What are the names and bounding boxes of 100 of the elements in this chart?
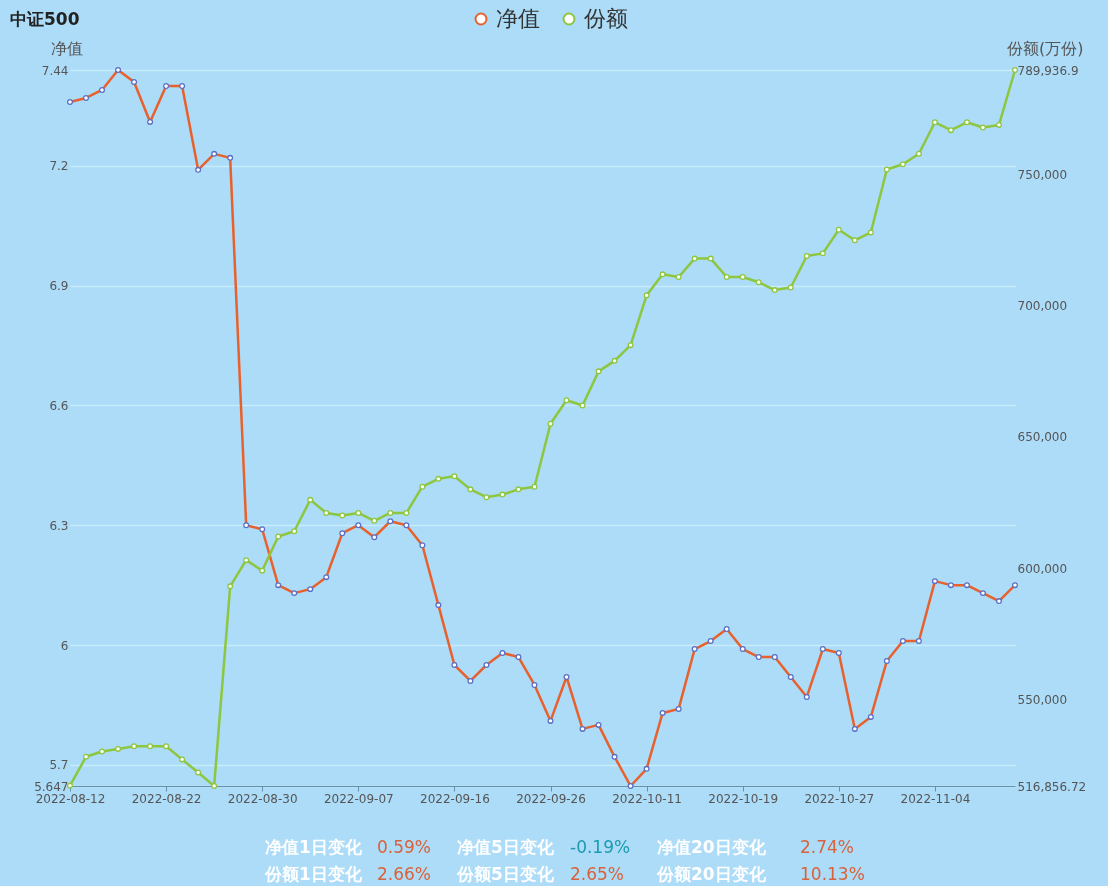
legend-label: 净值 <box>496 6 540 31</box>
point <box>723 273 730 280</box>
x-tick-label: 2022-08-22 <box>131 791 202 806</box>
point <box>195 769 202 776</box>
point <box>83 753 90 760</box>
x-tick-label: 2022-09-26 <box>516 791 586 806</box>
y2-tick-label: 550,000 <box>1017 692 1068 707</box>
y-tick-label: 5.7 <box>49 758 69 773</box>
point <box>819 250 826 257</box>
point <box>707 255 714 262</box>
point <box>963 119 970 126</box>
point <box>659 271 666 278</box>
point <box>931 119 938 126</box>
text: 净值1日变化 <box>265 837 363 857</box>
point <box>131 743 138 750</box>
point <box>163 743 170 750</box>
point <box>675 273 682 280</box>
point <box>1012 67 1018 73</box>
point <box>643 292 650 299</box>
point <box>611 357 618 364</box>
text: 0.59% <box>377 837 432 857</box>
point <box>467 486 474 493</box>
text: 2.65% <box>570 864 625 884</box>
x-tick-label: 2022-08-12 <box>35 791 106 806</box>
point <box>451 473 458 480</box>
x-tick-label: 2022-10-19 <box>708 791 779 806</box>
point <box>851 237 858 244</box>
point <box>499 491 506 498</box>
point <box>547 420 554 427</box>
point <box>259 567 266 574</box>
point <box>291 528 298 535</box>
point <box>579 402 586 409</box>
text: 2.74% <box>800 837 855 857</box>
point <box>867 229 874 236</box>
point <box>595 368 602 375</box>
chart-title: 中证500 <box>10 9 80 29</box>
legend-label: 份额 <box>584 6 628 31</box>
point <box>563 397 570 404</box>
point <box>371 517 378 524</box>
point <box>915 150 922 157</box>
text: 份额5日变化 <box>456 864 555 884</box>
point <box>307 496 314 503</box>
point <box>323 509 330 516</box>
point <box>355 509 362 516</box>
x-tick-label: 2022-10-27 <box>804 791 875 806</box>
text: 净值5日变化 <box>457 837 555 857</box>
point <box>435 475 442 482</box>
point <box>227 583 234 590</box>
y2-tick-label: 750,000 <box>1017 168 1068 183</box>
point <box>419 483 426 490</box>
point <box>531 483 538 490</box>
y2-tick-label: 700,000 <box>1017 299 1068 314</box>
point <box>787 284 794 291</box>
y-tick-label: 6.9 <box>49 279 69 294</box>
y-tick-label: 6.3 <box>49 518 69 533</box>
y-tick-label: 5.647 <box>34 779 69 794</box>
text: 份额1日变化 <box>264 864 363 884</box>
point <box>979 124 986 131</box>
y2-tick-label: 650,000 <box>1017 430 1068 445</box>
text: 净值20日变化 <box>657 837 767 857</box>
x-tick-label: 2022-09-16 <box>420 791 490 806</box>
text: 10.13% <box>800 864 865 884</box>
point <box>899 161 906 168</box>
y-tick-label: 7.44 <box>41 63 69 78</box>
y-tick-label: 6.6 <box>49 398 69 413</box>
point <box>147 743 154 750</box>
point <box>755 279 762 286</box>
y-axis-title: 净值 <box>50 38 83 58</box>
point <box>179 756 186 763</box>
point <box>339 512 346 519</box>
text: 2.66% <box>377 864 432 884</box>
text: -0.19% <box>570 837 631 857</box>
x-tick-label: 2022-08-30 <box>227 791 298 806</box>
point <box>387 509 394 516</box>
y2-tick-label: 600,000 <box>1017 561 1068 576</box>
point <box>739 273 746 280</box>
point <box>243 557 250 564</box>
y2-tick-label: 789,936.9 <box>1017 63 1079 78</box>
x-tick-label: 2022-11-04 <box>900 791 971 806</box>
y-tick-label: 7.2 <box>49 159 69 174</box>
point <box>211 783 218 789</box>
point <box>771 287 778 294</box>
point <box>275 533 282 540</box>
y2-axis-title: 份额(万份) <box>1007 38 1084 58</box>
y-tick-label: 6 <box>60 638 69 653</box>
y2-tick-label: 516,856.72 <box>1017 779 1087 794</box>
point <box>803 253 810 259</box>
x-tick-label: 2022-09-07 <box>323 791 394 806</box>
point <box>995 121 1002 128</box>
x-tick-label: 2022-10-11 <box>612 791 682 806</box>
point <box>691 255 698 262</box>
point <box>627 342 634 349</box>
point <box>483 494 490 501</box>
point <box>883 166 890 173</box>
point <box>99 748 106 755</box>
point <box>403 509 410 516</box>
point <box>835 226 842 233</box>
point <box>947 127 954 134</box>
point <box>515 486 522 493</box>
text: 份额20日变化 <box>656 864 767 884</box>
